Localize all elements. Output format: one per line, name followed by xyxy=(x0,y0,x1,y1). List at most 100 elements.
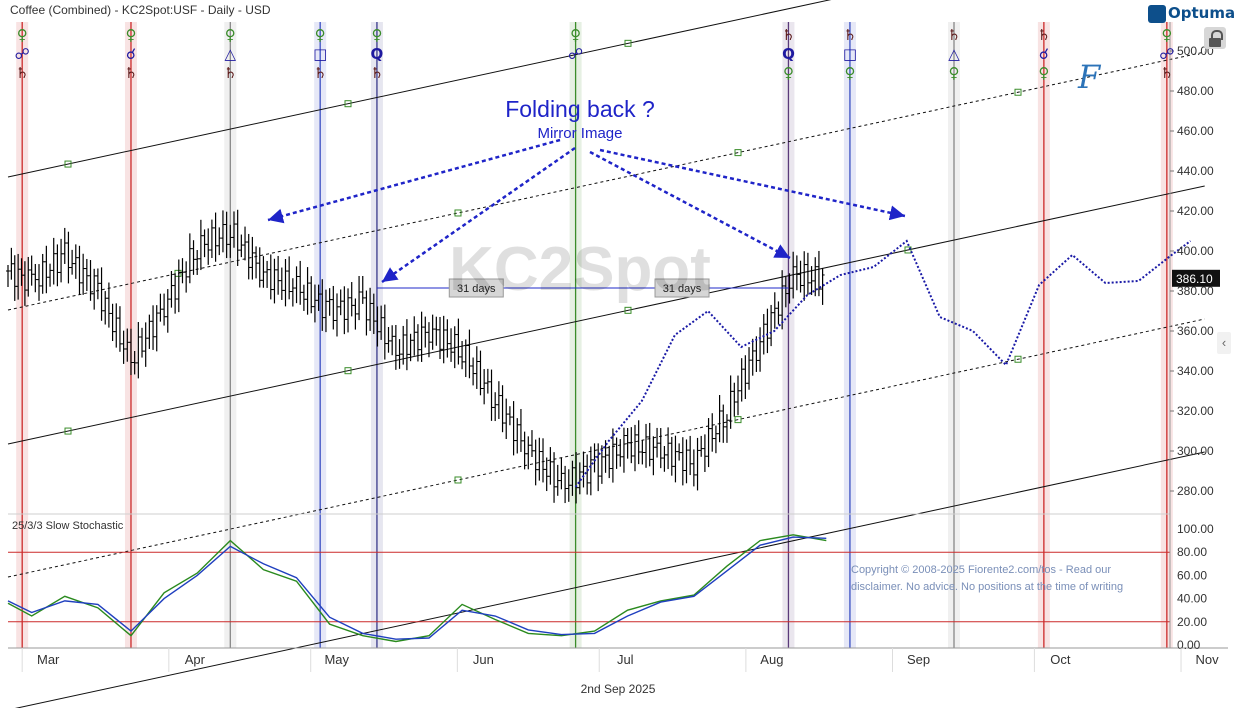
channel-marker xyxy=(1014,355,1022,363)
optuma-logo: Optuma xyxy=(1148,4,1235,23)
channel-marker xyxy=(454,476,462,484)
month-label: Jun xyxy=(473,652,494,667)
month-label: Apr xyxy=(185,652,206,667)
channel-marker xyxy=(64,160,72,168)
price-tick-label: 340.00 xyxy=(1177,364,1214,378)
channel-marker xyxy=(904,246,912,254)
channel-lower xyxy=(14,451,1205,708)
watermark-text: KC2Spot xyxy=(449,235,711,304)
planet-glyph: □ xyxy=(313,45,327,63)
stoch-tick-label: 20.00 xyxy=(1177,615,1207,629)
planet-glyph: ♀ xyxy=(783,64,794,82)
planet-glyph: ☍ xyxy=(568,45,583,63)
signature-mark: F xyxy=(1078,58,1101,96)
channel-marker xyxy=(734,149,742,157)
footer-date: 2nd Sep 2025 xyxy=(580,682,656,696)
planet-glyph: ♀ xyxy=(844,64,855,82)
fold-arrow-0 xyxy=(267,138,561,224)
price-tick-label: 320.00 xyxy=(1177,404,1214,418)
stoch-tick-label: 0.00 xyxy=(1177,638,1201,652)
axes: 500.00480.00460.00440.00420.00400.00380.… xyxy=(8,22,1228,672)
planet-glyph: ♄ xyxy=(1160,64,1173,82)
planet-glyph: ♄ xyxy=(313,64,326,82)
channel-mid-lower xyxy=(7,318,1205,578)
event-bands xyxy=(16,22,1173,648)
planet-glyph: ♄ xyxy=(15,64,28,82)
last-price-label: 386.10 xyxy=(1176,272,1213,286)
channel-upper xyxy=(7,0,832,178)
planet-glyph: Q xyxy=(371,45,384,63)
planet-glyph: △ xyxy=(948,45,960,63)
channel-marker xyxy=(734,416,742,424)
planet-glyph: ♀ xyxy=(570,26,581,44)
price-tick-label: 280.00 xyxy=(1177,484,1214,498)
stoch-tick-label: 80.00 xyxy=(1177,545,1207,559)
channel-mid-upper xyxy=(7,51,1205,311)
channel-marker xyxy=(64,427,72,435)
planet-glyph: ♀ xyxy=(17,26,28,44)
planet-glyph: ☌ xyxy=(126,45,136,63)
price-tick-label: 400.00 xyxy=(1177,244,1214,258)
planet-glyph: ♀ xyxy=(125,26,136,44)
fold-arrow-2 xyxy=(589,150,791,260)
stoch-tick-label: 100.00 xyxy=(1177,522,1214,536)
price-tick-label: 480.00 xyxy=(1177,84,1214,98)
stoch-line-1 xyxy=(7,536,827,640)
planet-glyphs: ♀☍♄♀☌♄♀△♄♀□♄♀Q♄♀☍♄Q♀♄□♀♄△♀♄☌♀♀☍♄ xyxy=(15,26,1175,82)
planet-glyph: ♄ xyxy=(224,64,237,82)
copyright-line-1: Copyright © 2008-2025 Fiorente2.com/tos … xyxy=(851,564,1111,576)
month-label: Jul xyxy=(617,652,634,667)
planet-glyph: ♄ xyxy=(782,26,795,44)
stoch-label: 25/3/3 Slow Stochastic xyxy=(12,520,124,532)
stoch-tick-label: 40.00 xyxy=(1177,592,1207,606)
lock-icon[interactable] xyxy=(1204,27,1226,49)
interval-label-left: 31 days xyxy=(457,283,496,295)
copyright-line-2: disclaimer. No advice. No positions at t… xyxy=(851,581,1123,593)
planet-glyph: ☍ xyxy=(15,45,30,63)
price-bars xyxy=(6,209,825,504)
planet-glyph: ♄ xyxy=(1037,26,1050,44)
optuma-logo-text: Optuma xyxy=(1168,4,1236,22)
planet-glyph: ♀ xyxy=(1161,26,1172,44)
planet-glyph: ☍ xyxy=(1159,45,1174,63)
month-label: Mar xyxy=(37,652,60,667)
annotation-labels: KC2Spot Folding back ? Mirror Image 31 days… xyxy=(449,96,1123,593)
planet-glyph: ☌ xyxy=(1039,45,1049,63)
mirror-projection xyxy=(574,239,1192,488)
headline-label: Folding back ? xyxy=(505,96,655,122)
price-tick-label: 380.00 xyxy=(1177,284,1214,298)
channel-marker xyxy=(1014,88,1022,96)
channel-marker xyxy=(454,209,462,217)
planet-glyph: ♄ xyxy=(370,64,383,82)
month-label: Oct xyxy=(1050,652,1071,667)
planet-glyph: ♄ xyxy=(947,26,960,44)
channel-lines xyxy=(7,0,1205,708)
price-tick-label: 300.00 xyxy=(1177,444,1214,458)
stochastic-pane: 25/3/3 Slow Stochastic xyxy=(7,513,1170,643)
planet-glyph: ♀ xyxy=(949,64,960,82)
interval-box-left xyxy=(448,278,504,298)
planet-glyph: △ xyxy=(225,45,237,63)
planet-glyph: □ xyxy=(843,45,857,63)
stoch-tick-label: 60.00 xyxy=(1177,568,1207,582)
month-label: Nov xyxy=(1195,652,1219,667)
price-tick-label: 460.00 xyxy=(1177,124,1214,138)
planet-glyph: ♀ xyxy=(1038,64,1049,82)
planet-glyph: ♀ xyxy=(371,26,382,44)
channel-marker xyxy=(344,100,352,108)
month-label: Aug xyxy=(760,652,783,667)
price-tick-label: 420.00 xyxy=(1177,204,1214,218)
month-label: May xyxy=(324,652,349,667)
channel-marker xyxy=(624,306,632,314)
annotation-arrows xyxy=(267,138,906,298)
planet-glyph: Q xyxy=(782,45,795,63)
collapse-panel-button[interactable]: ‹ xyxy=(1217,332,1231,354)
price-tick-label: 440.00 xyxy=(1177,164,1214,178)
channel-marker xyxy=(624,39,632,47)
instrument-title: Coffee (Combined) - KC2Spot:USF - Daily … xyxy=(10,3,271,17)
last-price-box xyxy=(1172,269,1220,287)
channel-median xyxy=(7,185,1205,445)
interval-box-right xyxy=(654,278,710,298)
subline-label: Mirror Image xyxy=(537,125,622,142)
